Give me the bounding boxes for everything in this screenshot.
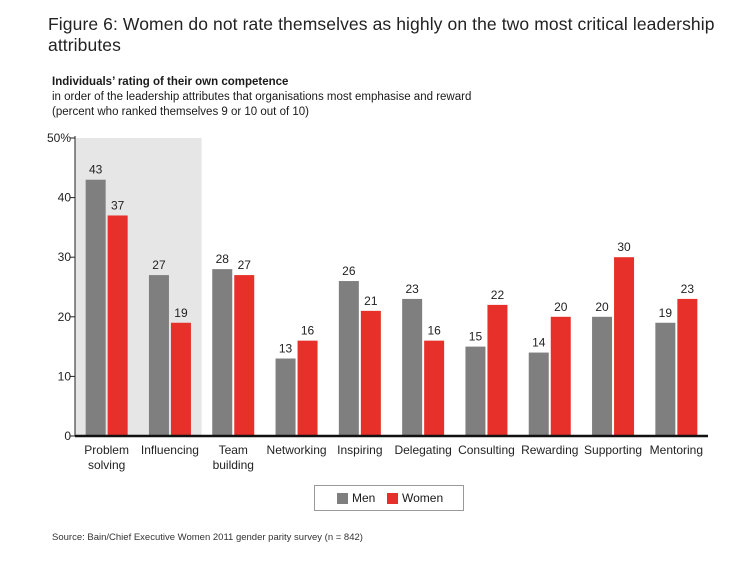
x-tick-label: Team building — [213, 443, 254, 472]
bar-women — [677, 298, 698, 436]
data-label-men: 15 — [469, 330, 483, 344]
data-label-women: 22 — [491, 288, 505, 302]
data-label-men: 14 — [532, 336, 546, 350]
data-label-men: 27 — [152, 258, 166, 272]
x-tick-label: Supporting — [584, 443, 642, 457]
y-tick-label: 50% — [47, 131, 71, 145]
x-tick-label: Consulting — [458, 443, 515, 457]
data-label-men: 23 — [405, 282, 419, 296]
data-label-men: 26 — [342, 264, 356, 278]
data-label-men: 19 — [659, 306, 673, 320]
data-label-women: 23 — [681, 282, 695, 296]
data-label-women: 16 — [301, 324, 315, 338]
bar-men — [148, 275, 169, 436]
bar-women — [550, 316, 571, 436]
data-label-men: 43 — [89, 163, 103, 177]
x-tick-label: Inspiring — [337, 443, 382, 457]
y-tick-label: 20 — [58, 310, 72, 324]
chart-heading: Individuals’ rating of their own compete… — [52, 76, 289, 88]
data-label-men: 13 — [279, 342, 293, 356]
legend-swatch-women — [387, 493, 398, 504]
legend-label-women: Women — [402, 491, 444, 505]
y-tick-label: 40 — [58, 191, 72, 205]
bar-women — [614, 257, 635, 436]
legend: Men Women — [314, 485, 464, 511]
y-tick-label: 10 — [58, 369, 72, 383]
data-label-women: 27 — [238, 258, 252, 272]
data-label-women: 16 — [427, 324, 441, 338]
bar-men — [85, 179, 106, 436]
bar-chart: 0 10 20 30 40 50% 43 37 Problem solving 27 19 Influe… — [47, 131, 708, 472]
x-tick-label: Delegating — [394, 443, 451, 457]
data-label-women: 19 — [174, 306, 188, 320]
legend-swatch-men — [337, 493, 348, 504]
bar-men — [528, 352, 549, 436]
data-label-men: 28 — [216, 252, 230, 266]
x-tick-label: Rewarding — [521, 443, 578, 457]
bar-women — [360, 310, 381, 436]
chart-subtitle-line2: (percent who ranked themselves 9 or 10 o… — [52, 106, 309, 118]
bar-men — [212, 269, 233, 436]
chart-subtitle-line1: in order of the leadership attributes th… — [52, 91, 472, 103]
bar-women — [297, 340, 318, 436]
bar-men — [402, 298, 423, 436]
bar-women — [170, 322, 191, 436]
bar-women — [234, 275, 255, 436]
bar-men — [275, 358, 296, 436]
bar-men — [592, 316, 613, 436]
y-tick-label: 30 — [58, 250, 72, 264]
figure-title: Figure 6: Women do not rate themselves a… — [48, 14, 715, 55]
source-note: Source: Bain/Chief Executive Women 2011 … — [52, 532, 363, 543]
x-tick-label: Influencing — [141, 443, 199, 457]
legend-label-men: Men — [352, 491, 376, 505]
bar-men — [655, 322, 676, 436]
bar-women — [107, 215, 128, 436]
x-tick-label: Networking — [267, 443, 327, 457]
bar-men — [338, 281, 359, 436]
y-tick-label: 0 — [64, 429, 71, 443]
data-label-women: 20 — [554, 300, 568, 314]
data-label-men: 20 — [595, 300, 609, 314]
data-label-women: 30 — [617, 240, 631, 254]
x-tick-label: Mentoring — [650, 443, 703, 457]
data-label-women: 21 — [364, 294, 378, 308]
bar-women — [424, 340, 445, 436]
data-label-women: 37 — [111, 198, 125, 212]
bar-men — [465, 346, 486, 436]
x-tick-label: Problem solving — [84, 443, 129, 472]
bar-women — [487, 304, 508, 436]
